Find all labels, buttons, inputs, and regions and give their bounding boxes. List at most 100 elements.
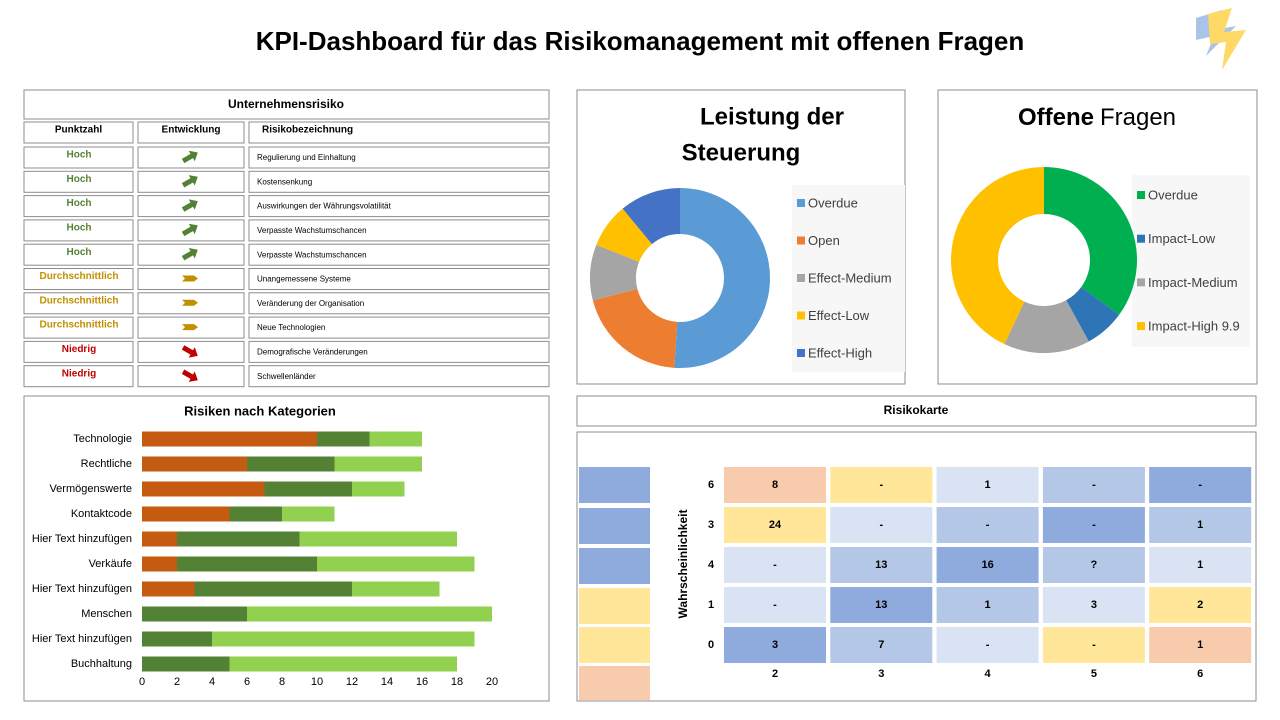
heat-cell — [1149, 587, 1252, 623]
risk-name: Verpasste Wachstumschancen — [257, 226, 367, 235]
header-cell — [137, 121, 245, 144]
legend-swatch — [1137, 278, 1145, 287]
x-tick-label: 6 — [1197, 668, 1203, 680]
panel — [576, 395, 1257, 427]
table-cell — [23, 268, 134, 290]
heat-cell — [1149, 627, 1252, 663]
trend-arrow — [181, 369, 198, 382]
heat-cell — [1042, 587, 1145, 623]
heat-cell — [1149, 467, 1252, 503]
cell-label: 13 — [875, 599, 887, 611]
cell-label: - — [1198, 479, 1202, 491]
cell-label: 16 — [981, 559, 993, 571]
x-tick-label: 4 — [985, 668, 992, 680]
legend-label: Impact-Medium — [1148, 275, 1238, 290]
score: Hoch — [67, 198, 92, 209]
bar — [177, 556, 317, 572]
legend-swatch — [1137, 234, 1145, 243]
score: Niedrig — [62, 344, 96, 355]
risk-name: Neue Technologien — [257, 323, 325, 332]
risk-name: Regulierung und Einhaltung — [257, 153, 356, 162]
legend-label: Effect-Low — [808, 308, 870, 323]
cell-label: 13 — [875, 559, 887, 571]
legend-swatch — [797, 349, 805, 357]
table-cell — [23, 316, 134, 339]
x-tick-label: 4 — [209, 676, 215, 688]
heat-cell — [724, 467, 826, 503]
bar — [142, 456, 247, 472]
header-cell — [248, 121, 550, 144]
bar — [264, 481, 352, 497]
legend-label: Open — [808, 233, 840, 248]
x-tick-label: 20 — [486, 676, 498, 688]
table-cell — [248, 268, 550, 290]
bar — [229, 506, 282, 522]
x-tick-label: 2 — [174, 676, 180, 688]
donut-slice — [589, 244, 640, 301]
y-tick-label: Vermögenswerte — [49, 483, 132, 495]
cell-label: ? — [1091, 559, 1098, 571]
bar — [334, 456, 422, 472]
trend-arrow — [181, 345, 198, 358]
column-header: Punktzahl — [55, 125, 102, 136]
table-cell — [23, 340, 134, 363]
bar — [317, 556, 475, 572]
logo — [1196, 8, 1246, 70]
donut-slice — [950, 167, 1044, 345]
y-tick-label: 4 — [708, 559, 715, 571]
x-tick-label: 18 — [451, 676, 463, 688]
bar — [369, 431, 422, 447]
trend-arrow — [182, 275, 198, 282]
heat-cell — [830, 507, 933, 543]
y-tick-label: Menschen — [81, 608, 132, 620]
legend-swatch — [1137, 191, 1145, 199]
heat-cell — [1149, 507, 1252, 543]
bar — [142, 631, 212, 647]
y-tick-label: Verkäufe — [89, 558, 132, 570]
chart-title: Leistung der — [700, 103, 844, 130]
cell-label: - — [986, 519, 990, 531]
donut-slice — [1066, 287, 1120, 342]
bar — [352, 581, 440, 597]
bar — [194, 581, 352, 597]
table-title: Unternehmensrisiko — [228, 97, 344, 111]
cell-label: 7 — [878, 639, 884, 651]
risk-name: Auswirkungen der Währungsvolatilität — [257, 202, 392, 211]
cell-label: - — [773, 559, 777, 571]
risk-name: Kostensenkung — [257, 177, 312, 186]
x-tick-label: 5 — [1091, 668, 1097, 680]
bar — [352, 481, 405, 497]
score: Niedrig — [62, 368, 96, 379]
panel — [23, 395, 550, 702]
trend-arrow — [181, 199, 198, 212]
cell-label: 8 — [772, 479, 778, 491]
cell-label: - — [773, 599, 777, 611]
cell-label: 1 — [1197, 519, 1203, 531]
bar — [247, 606, 492, 622]
score: Hoch — [67, 150, 92, 161]
legend-swatch — [797, 199, 805, 207]
score: Hoch — [67, 223, 92, 234]
legend-label: Impact-High 9.9 — [1148, 319, 1240, 334]
heat-cell — [724, 547, 826, 583]
swatches — [579, 467, 650, 700]
y-tick-label: 3 — [708, 519, 714, 531]
risk-name: Verpasste Wachstumschancen — [257, 250, 367, 259]
bar — [212, 631, 475, 647]
legend-label: Overdue — [808, 195, 858, 210]
cell-label: - — [879, 519, 883, 531]
table-cell — [248, 316, 550, 339]
table-cell — [248, 365, 550, 388]
legend-box — [792, 185, 905, 372]
risk-name: Veränderung der Organisation — [257, 299, 364, 308]
heat-cell — [830, 587, 933, 623]
y-tick-label: 6 — [708, 479, 714, 491]
trend-arrow — [181, 223, 198, 237]
legend-label: Effect-High — [808, 345, 872, 360]
trend-arrow — [182, 299, 198, 306]
x-tick-label: 10 — [311, 676, 323, 688]
y-tick-label: Hier Text hinzufügen — [32, 583, 132, 595]
bar — [142, 656, 230, 672]
heat-cell — [724, 587, 826, 623]
